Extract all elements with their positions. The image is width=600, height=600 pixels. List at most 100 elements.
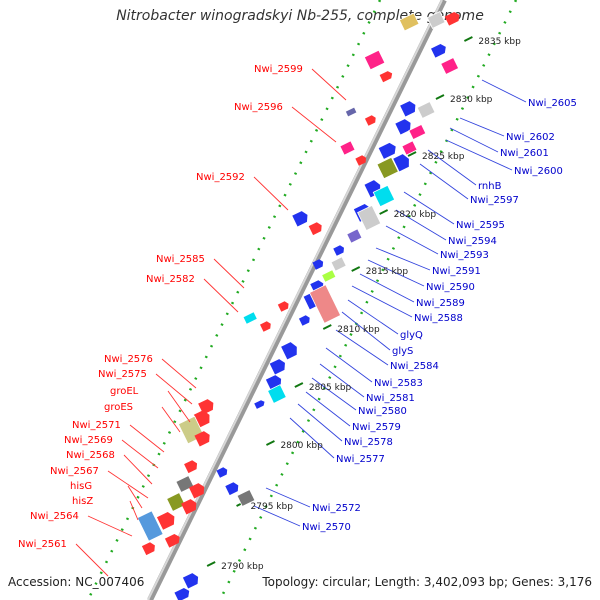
gene-label-right: Nwi_2590 <box>426 282 475 293</box>
gene-arrow <box>174 587 190 600</box>
right-leader <box>265 487 311 508</box>
gene-label-left: Nwi_2592 <box>196 172 245 183</box>
gene-arrow <box>182 573 199 589</box>
gene-box <box>357 204 382 232</box>
scale-tick <box>463 36 473 42</box>
gene-label-right: Nwi_2579 <box>352 422 401 433</box>
right-leader <box>305 391 351 427</box>
left-leader <box>155 373 193 405</box>
gene-box <box>416 101 436 119</box>
right-leader <box>445 139 513 171</box>
right-leader <box>481 79 527 103</box>
gene-box <box>330 256 347 272</box>
gene-label-right: Nwi_2605 <box>528 98 577 109</box>
gene-features <box>136 11 460 600</box>
gene-label-right: Nwi_2589 <box>416 298 465 309</box>
scale-label: 2805 kbp <box>309 383 352 393</box>
left-leader <box>203 278 239 313</box>
gene-feature <box>181 499 197 515</box>
gene-label-right: rnhB <box>478 181 502 192</box>
gene-feature <box>216 467 228 478</box>
gene-label-left: hisZ <box>72 496 93 507</box>
left-leader <box>87 515 133 537</box>
gene-arrow <box>225 482 239 496</box>
gene-label-right: Nwi_2578 <box>344 437 393 448</box>
gene-box <box>242 311 258 325</box>
gene-arrow <box>364 115 376 126</box>
gene-feature <box>416 101 436 119</box>
gene-box <box>321 269 337 283</box>
gene-feature <box>321 269 337 283</box>
gene-arrow <box>254 400 265 409</box>
gene-label-right: Nwi_2572 <box>312 503 361 514</box>
scale-label: 2835 kbp <box>478 37 521 47</box>
gene-box <box>401 140 418 156</box>
gene-label-left: Nwi_2569 <box>64 435 113 446</box>
gene-feature <box>357 204 382 232</box>
gene-feature <box>184 460 198 474</box>
map-title: Nitrobacter winogradskyi Nb-255, complet… <box>116 8 484 24</box>
genome-backbone-highlight <box>147 0 443 600</box>
gene-box <box>346 228 363 244</box>
gene-feature <box>164 533 180 548</box>
gene-label-left: Nwi_2599 <box>254 64 303 75</box>
gene-label-right: Nwi_2583 <box>374 378 423 389</box>
left-leader <box>121 439 159 469</box>
right-leader <box>335 329 389 366</box>
left-leader <box>129 500 139 521</box>
gene-label-right: Nwi_2600 <box>514 166 563 177</box>
gene-label-right: Nwi_2580 <box>358 406 407 417</box>
gene-feature <box>174 587 190 600</box>
gene-feature <box>254 400 265 409</box>
gene-feature <box>408 123 427 141</box>
gene-label-left: Nwi_2571 <box>72 420 121 431</box>
left-leader <box>129 424 165 453</box>
gene-feature <box>364 115 376 126</box>
right-leader <box>395 209 447 241</box>
gene-arrow <box>194 431 210 447</box>
gene-feature <box>260 321 271 332</box>
right-leader <box>449 127 499 153</box>
gene-label-right: Nwi_2594 <box>448 236 497 247</box>
gene-label-right: Nwi_2577 <box>336 454 385 465</box>
gene-box <box>344 106 358 118</box>
gene-label-left: Nwi_2564 <box>30 511 79 522</box>
gene-feature <box>376 156 399 180</box>
gene-box <box>398 12 420 32</box>
gene-arrow <box>156 511 175 530</box>
right-leader <box>253 505 301 527</box>
gene-label-left: Nwi_2582 <box>146 274 195 285</box>
gene-label-left: Nwi_2576 <box>104 354 153 365</box>
gene-feature <box>141 542 155 556</box>
gene-arrow <box>298 315 310 326</box>
gene-arrow <box>379 71 393 83</box>
gene-label-left: hisG <box>70 481 92 492</box>
scale-label: 2815 kbp <box>366 267 409 277</box>
gene-feature <box>444 11 460 26</box>
gene-arrow <box>393 154 409 172</box>
scale-tick <box>322 324 332 330</box>
gene-box <box>136 510 164 542</box>
gene-feature <box>298 315 310 326</box>
left-leader <box>161 406 181 433</box>
gene-feature <box>395 119 411 135</box>
right-leader <box>341 311 391 351</box>
gene-feature <box>426 11 446 29</box>
gene-feature <box>330 256 347 272</box>
gene-arrow <box>141 542 155 556</box>
gene-feature <box>401 140 418 156</box>
scale-tick <box>294 382 304 388</box>
gene-arrow <box>277 301 289 312</box>
gene-arrow <box>164 533 180 548</box>
scale-label: 2820 kbp <box>394 210 437 220</box>
gene-feature <box>277 301 289 312</box>
gene-label-right: glyS <box>392 346 413 357</box>
gene-feature <box>225 482 239 496</box>
gene-label-right: Nwi_2593 <box>440 250 489 261</box>
gene-arrow <box>281 342 297 360</box>
right-leader <box>385 225 439 255</box>
gene-feature <box>355 155 367 166</box>
label-leader-lines <box>75 68 527 577</box>
